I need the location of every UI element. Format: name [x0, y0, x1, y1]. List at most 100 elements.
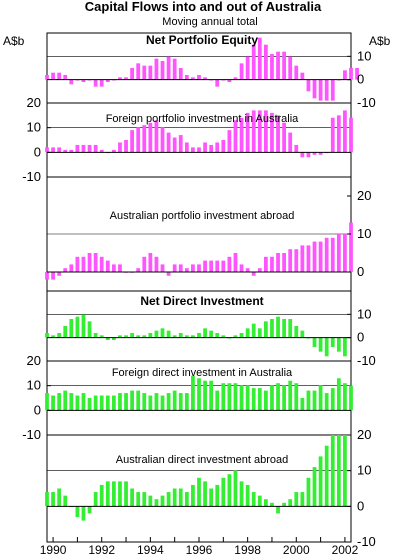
bar — [263, 256, 268, 272]
bar — [270, 54, 274, 80]
bar — [111, 264, 116, 272]
bar — [136, 335, 141, 338]
bar — [263, 499, 268, 507]
bar — [154, 393, 159, 411]
bar — [294, 144, 299, 153]
bar — [343, 234, 347, 272]
bar — [300, 398, 305, 411]
bar — [136, 268, 141, 272]
bar — [148, 395, 153, 411]
bar — [233, 383, 238, 411]
bar — [160, 328, 165, 338]
bar — [251, 492, 256, 507]
bar — [312, 79, 317, 99]
bar — [111, 149, 116, 153]
bar — [87, 321, 92, 338]
bar — [111, 337, 116, 340]
bar — [51, 72, 55, 80]
bar — [130, 333, 135, 338]
bar — [239, 385, 244, 411]
bar — [81, 79, 86, 82]
bar — [197, 264, 201, 272]
bar — [233, 120, 238, 153]
bar — [270, 385, 274, 411]
y-tick-label: 20 — [357, 427, 371, 442]
bar — [330, 388, 335, 411]
panel-title: Net Portfolio Equity — [146, 33, 258, 47]
bar — [81, 506, 86, 521]
bar — [336, 337, 341, 352]
bar — [148, 253, 153, 272]
bar — [245, 328, 250, 338]
bar — [294, 249, 299, 272]
bar — [57, 147, 62, 153]
bar — [233, 253, 238, 272]
bar — [282, 319, 287, 338]
bar — [245, 268, 250, 272]
bar — [57, 393, 62, 411]
bar — [160, 395, 165, 411]
y-tick-label: 20 — [357, 188, 371, 203]
bar — [63, 495, 68, 507]
bar — [288, 249, 293, 272]
bar — [124, 481, 128, 507]
bar — [45, 393, 49, 411]
bar — [184, 393, 189, 411]
bar — [105, 79, 110, 82]
bar — [124, 393, 128, 411]
bar — [166, 56, 171, 80]
bar — [45, 333, 49, 338]
bar — [245, 56, 250, 80]
bar — [294, 326, 299, 338]
bar — [300, 72, 305, 80]
bar — [154, 120, 159, 153]
panels-group: Net Portfolio Equity -10 0 10 Foreign portfo… — [22, 32, 376, 549]
bar — [118, 264, 122, 272]
bar — [136, 63, 141, 80]
bar — [93, 79, 98, 87]
bar — [233, 470, 238, 507]
bar — [288, 499, 293, 507]
bar — [118, 393, 122, 411]
bar — [227, 256, 232, 272]
bar — [124, 77, 128, 80]
bar — [209, 260, 214, 272]
bar — [318, 337, 323, 352]
bar — [191, 147, 195, 153]
bar — [148, 333, 153, 338]
bar — [221, 140, 226, 153]
bar — [330, 79, 335, 101]
bar — [81, 144, 86, 153]
bar — [99, 395, 104, 411]
bar — [118, 335, 122, 338]
panel-3: Australian portfolio investment abroad 0 1… — [45, 176, 371, 292]
panel-2: Foreign portfolio investment in Australi… — [22, 95, 353, 184]
bar — [63, 268, 68, 272]
bar — [184, 268, 189, 272]
bar — [257, 388, 262, 411]
bar — [324, 79, 329, 101]
panel-6: Australian direct investment abroad -10 0 1… — [45, 427, 376, 549]
panel-4: Net Direct Investment -10 0 10 — [45, 290, 376, 368]
bar — [257, 268, 262, 272]
bar — [105, 395, 110, 411]
y-tick-label: 0 — [357, 264, 364, 279]
bar — [239, 333, 244, 338]
bar — [343, 337, 347, 357]
bar — [57, 488, 62, 507]
bar — [93, 144, 98, 153]
bar — [294, 383, 299, 411]
bar — [172, 58, 177, 80]
bar — [81, 256, 86, 272]
bar — [130, 390, 135, 411]
bar — [57, 272, 62, 276]
bar — [245, 112, 250, 153]
bar — [75, 506, 80, 518]
bar — [87, 144, 92, 153]
bar — [87, 398, 92, 411]
y-tick-label: 20 — [27, 353, 41, 368]
bar — [166, 272, 171, 276]
y-tick-label: -10 — [357, 534, 376, 549]
bar — [69, 264, 74, 272]
bar — [166, 492, 171, 507]
